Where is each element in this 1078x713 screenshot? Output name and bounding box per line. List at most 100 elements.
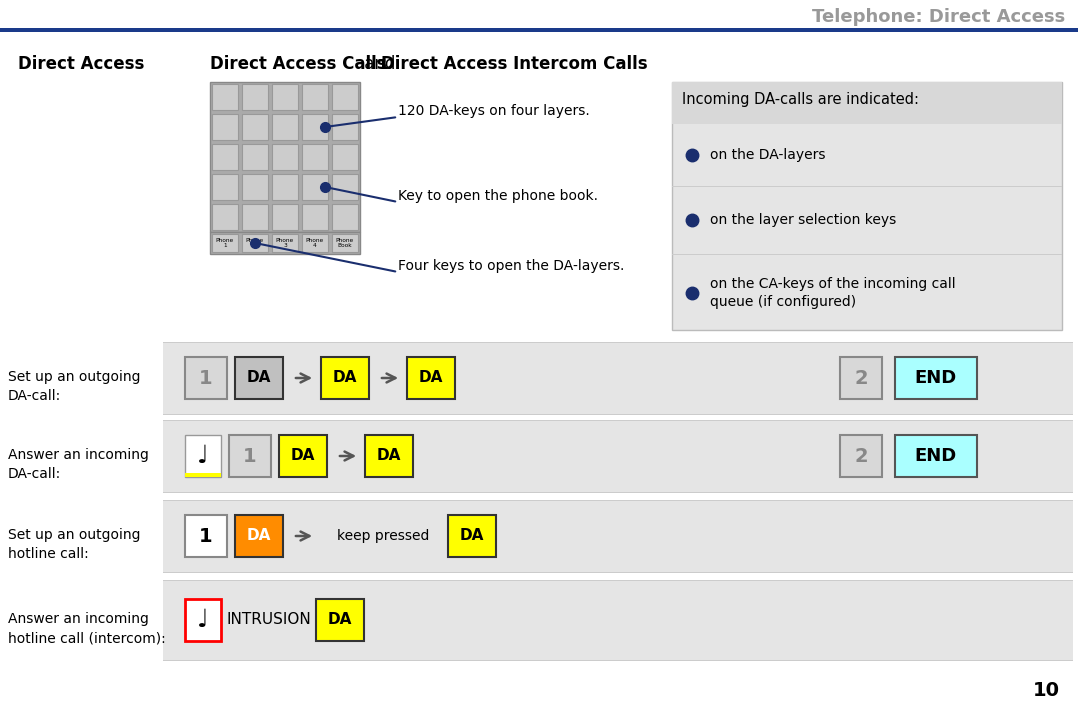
Text: DA: DA — [377, 448, 401, 463]
Text: 120 DA-keys on four layers.: 120 DA-keys on four layers. — [398, 104, 590, 118]
Text: 10: 10 — [1033, 681, 1060, 700]
Bar — [241, 84, 268, 110]
Text: Four keys to open the DA-layers.: Four keys to open the DA-layers. — [398, 259, 624, 273]
Bar — [163, 492, 1073, 493]
Bar — [185, 515, 227, 557]
Bar — [241, 234, 268, 252]
Bar — [185, 473, 221, 477]
Bar — [840, 435, 882, 477]
Text: Phone
2: Phone 2 — [246, 237, 264, 248]
Bar — [163, 500, 1073, 501]
Bar — [672, 82, 1062, 124]
Bar — [163, 500, 1073, 572]
Bar — [321, 357, 369, 399]
Text: Answer an incoming
DA-call:: Answer an incoming DA-call: — [8, 448, 149, 481]
Bar — [163, 342, 1073, 343]
Text: Set up an outgoing
DA-call:: Set up an outgoing DA-call: — [8, 370, 140, 404]
Bar — [185, 357, 227, 399]
Text: DA: DA — [247, 371, 272, 386]
Bar — [302, 204, 328, 230]
Bar — [672, 254, 1062, 255]
Bar — [163, 572, 1073, 573]
Bar — [672, 82, 1062, 330]
Text: on the CA-keys of the incoming call
queue (if configured): on the CA-keys of the incoming call queu… — [710, 277, 955, 309]
Bar — [163, 580, 1073, 660]
Text: ♩: ♩ — [197, 444, 209, 468]
Bar — [332, 174, 358, 200]
Bar — [212, 174, 238, 200]
Bar — [212, 114, 238, 140]
Text: 2: 2 — [854, 446, 868, 466]
Text: and: and — [359, 55, 401, 73]
Bar — [0, 28, 1078, 32]
Bar — [212, 84, 238, 110]
Text: DA: DA — [419, 371, 443, 386]
Bar — [163, 414, 1073, 415]
Text: INTRUSION: INTRUSION — [226, 612, 310, 627]
Bar — [840, 357, 882, 399]
Bar — [210, 232, 360, 254]
Bar — [316, 599, 364, 641]
Bar — [302, 144, 328, 170]
Text: Answer an incoming
hotline call (intercom):: Answer an incoming hotline call (interco… — [8, 612, 166, 645]
Text: Incoming DA-calls are indicated:: Incoming DA-calls are indicated: — [682, 92, 920, 107]
Bar — [448, 515, 496, 557]
Bar — [272, 234, 298, 252]
Bar — [185, 435, 221, 477]
Text: Telephone: Direct Access: Telephone: Direct Access — [812, 8, 1065, 26]
Text: DA: DA — [247, 528, 272, 543]
Bar — [302, 234, 328, 252]
Bar — [895, 357, 977, 399]
Text: Direct Access: Direct Access — [18, 55, 144, 73]
Bar — [163, 580, 1073, 581]
Text: Phone
3: Phone 3 — [276, 237, 294, 248]
Text: DA: DA — [328, 612, 353, 627]
Bar — [163, 420, 1073, 421]
Bar — [272, 204, 298, 230]
Text: on the DA-layers: on the DA-layers — [710, 148, 826, 162]
Bar — [163, 342, 1073, 414]
Bar — [302, 114, 328, 140]
Bar — [895, 435, 977, 477]
Bar — [672, 254, 1062, 255]
Text: Phone
Book: Phone Book — [336, 237, 355, 248]
Bar — [212, 144, 238, 170]
Text: DA: DA — [460, 528, 484, 543]
Text: on the layer selection keys: on the layer selection keys — [710, 213, 896, 227]
Bar — [672, 186, 1062, 187]
Text: Direct Access Intercom Calls: Direct Access Intercom Calls — [381, 55, 648, 73]
Text: END: END — [915, 369, 957, 387]
Bar — [365, 435, 413, 477]
Bar — [241, 204, 268, 230]
Bar — [212, 234, 238, 252]
Bar — [241, 174, 268, 200]
Text: Direct Access Calls: Direct Access Calls — [210, 55, 387, 73]
Bar — [272, 174, 298, 200]
Text: keep pressed: keep pressed — [336, 529, 429, 543]
Bar — [163, 660, 1073, 661]
Bar — [241, 144, 268, 170]
Bar — [163, 420, 1073, 492]
Text: Set up an outgoing
hotline call:: Set up an outgoing hotline call: — [8, 528, 140, 562]
Bar — [332, 234, 358, 252]
Bar — [235, 515, 284, 557]
Bar — [332, 84, 358, 110]
Text: DA: DA — [333, 371, 357, 386]
Text: END: END — [915, 447, 957, 465]
Text: 2: 2 — [854, 369, 868, 387]
Bar — [229, 435, 271, 477]
Text: Phone
1: Phone 1 — [216, 237, 234, 248]
Bar — [332, 204, 358, 230]
Bar — [235, 357, 284, 399]
Bar — [272, 114, 298, 140]
Bar — [272, 144, 298, 170]
Bar — [272, 84, 298, 110]
Bar — [210, 82, 360, 232]
Bar — [407, 357, 455, 399]
Bar — [212, 204, 238, 230]
Bar — [672, 186, 1062, 187]
Bar — [185, 599, 221, 641]
Text: 1: 1 — [199, 369, 212, 387]
Bar — [302, 174, 328, 200]
Bar — [279, 435, 327, 477]
